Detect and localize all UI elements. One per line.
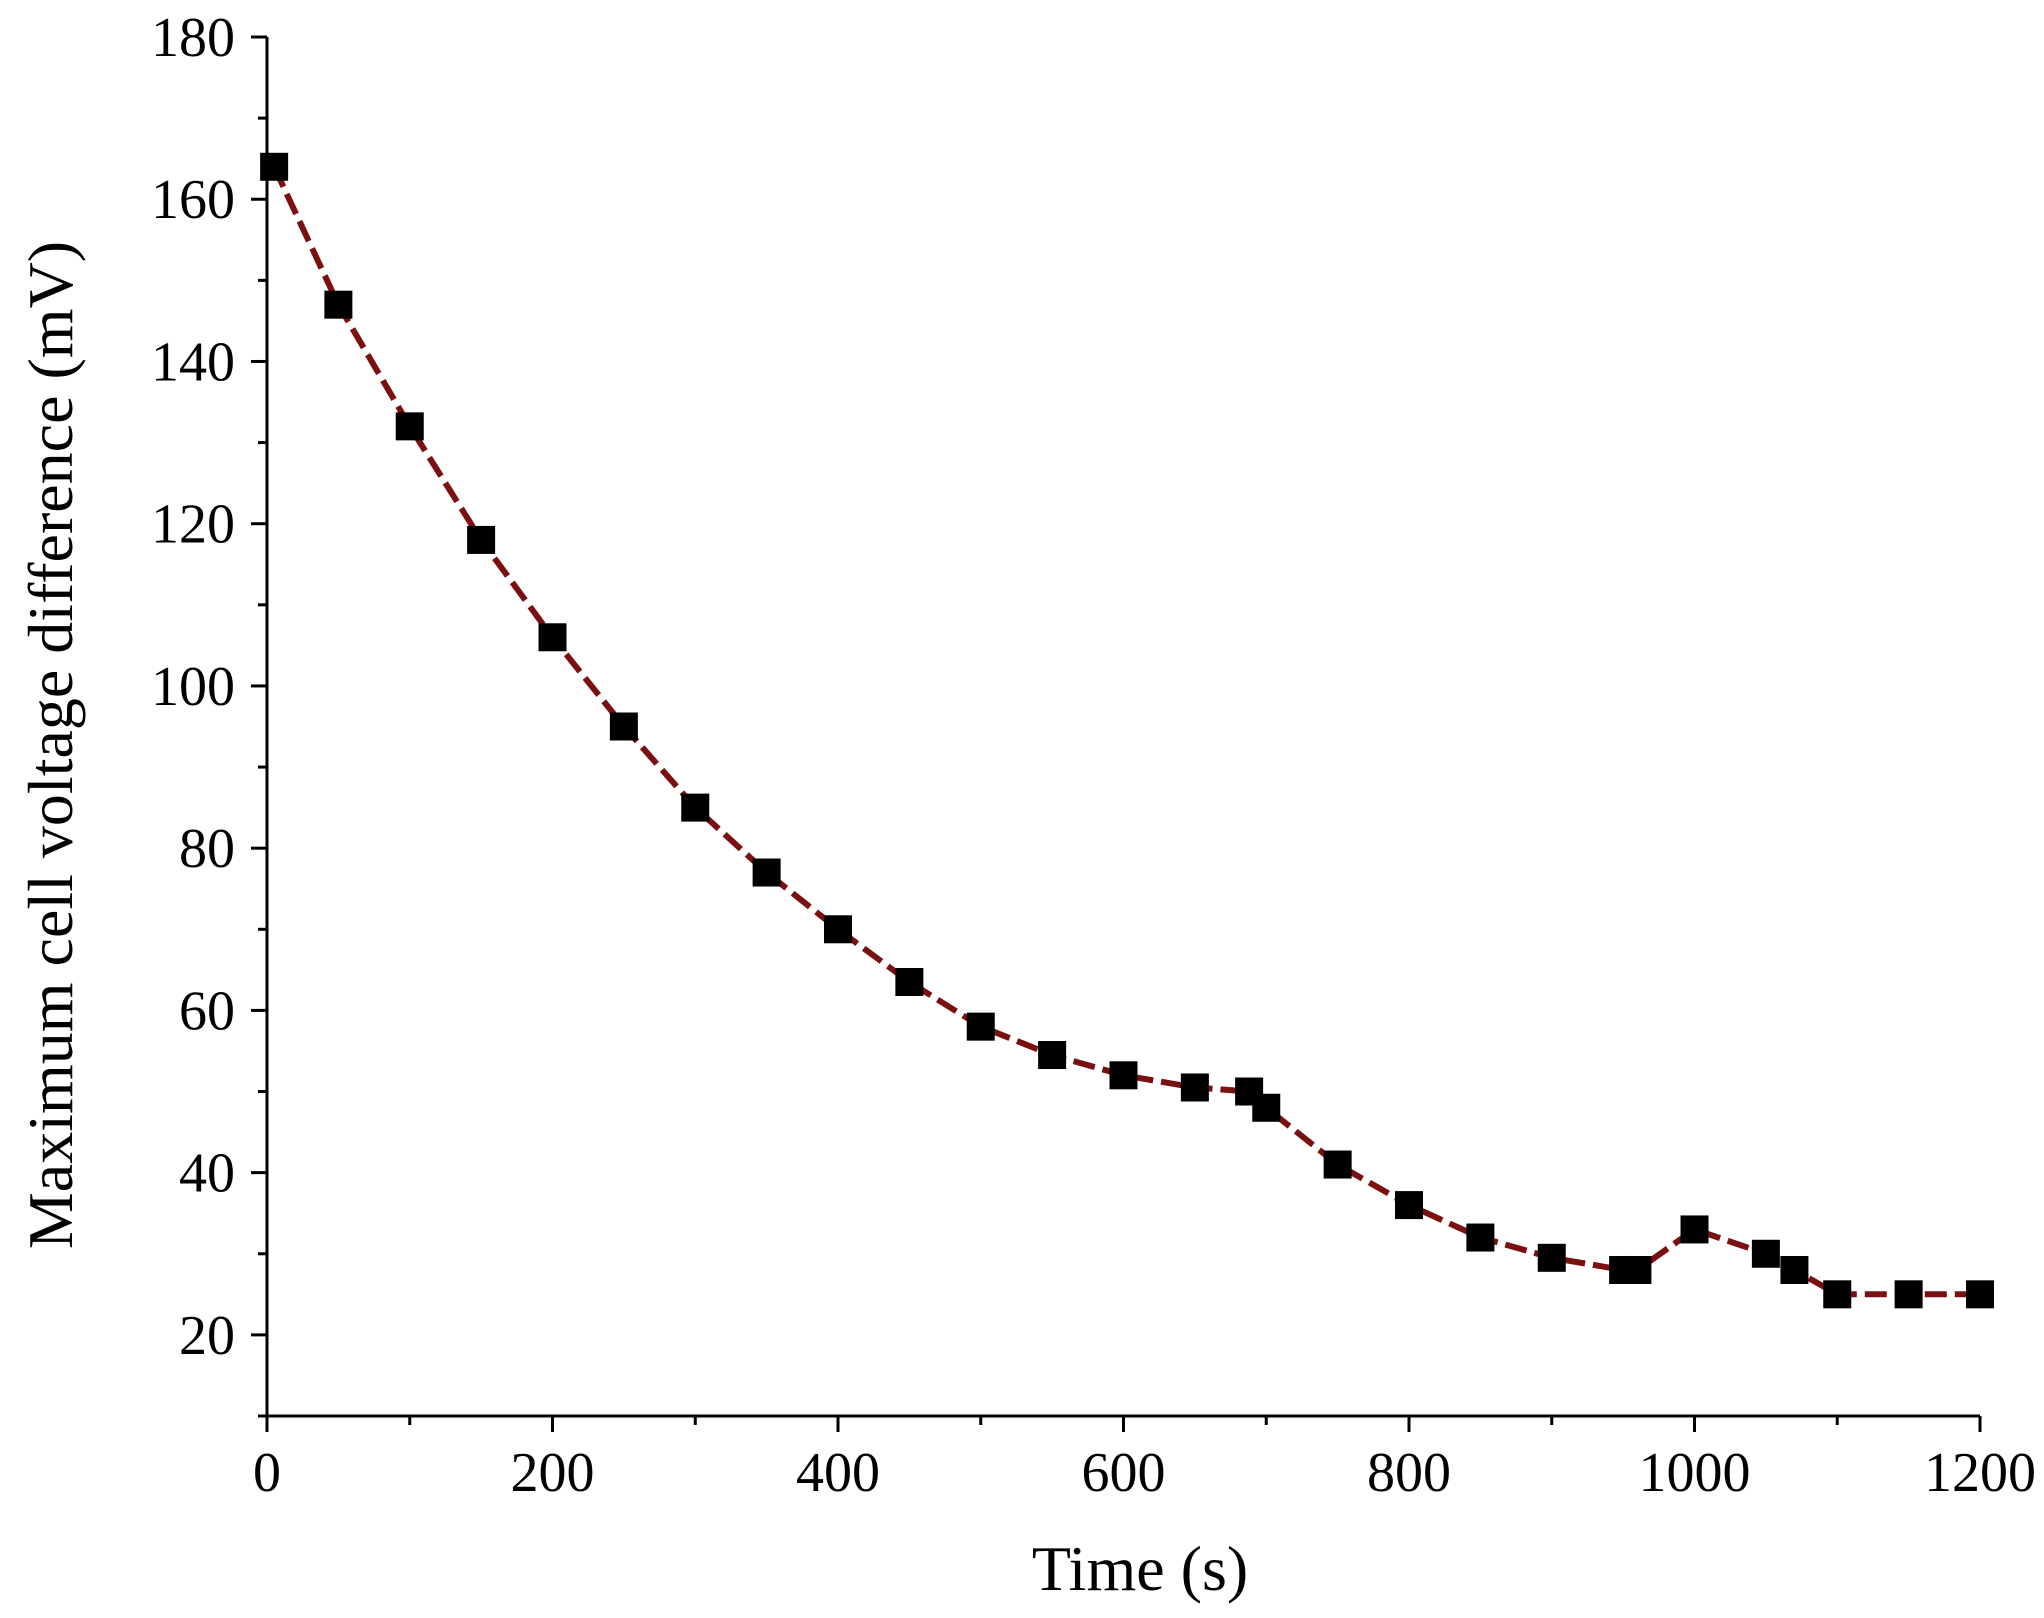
- data-point: [1623, 1255, 1652, 1284]
- data-point: [752, 858, 781, 887]
- y-tick-label: 80: [179, 818, 235, 880]
- data-point: [895, 968, 924, 997]
- x-tick-label: 1000: [1639, 1442, 1751, 1504]
- data-point: [966, 1012, 995, 1041]
- y-axis-title: Maximum cell voltage difference (mV): [15, 241, 86, 1249]
- data-point: [1966, 1280, 1994, 1309]
- y-tick-label: 40: [179, 1143, 235, 1205]
- data-point: [609, 712, 638, 741]
- data-point: [1109, 1061, 1138, 1090]
- data-point: [1751, 1239, 1780, 1268]
- series-layer: [260, 152, 1994, 1309]
- data-point: [1466, 1223, 1495, 1252]
- data-point: [1537, 1243, 1566, 1272]
- data-point: [824, 915, 852, 944]
- x-tick-label: 0: [253, 1442, 281, 1504]
- data-point: [395, 412, 424, 441]
- axes: [265, 37, 1980, 1418]
- y-tick-label: 140: [151, 331, 235, 393]
- data-point: [1323, 1150, 1352, 1179]
- data-point: [1780, 1255, 1809, 1284]
- y-tick-label: 160: [151, 169, 235, 231]
- data-point: [1894, 1280, 1923, 1309]
- data-point: [324, 290, 353, 319]
- data-point: [260, 152, 289, 181]
- data-point: [681, 793, 710, 822]
- data-point: [1180, 1073, 1209, 1102]
- y-tick-label: 120: [151, 494, 235, 556]
- data-point: [1823, 1280, 1852, 1309]
- ticks: 0 200 400 600 800 1000 1200 20 40 60 80 100 120 140 16…: [151, 7, 2036, 1504]
- y-tick-label: 180: [151, 7, 235, 69]
- x-tick-label: 800: [1367, 1442, 1451, 1504]
- data-point: [1680, 1215, 1709, 1244]
- x-axis-title: Time (s): [1032, 1533, 1248, 1604]
- data-point: [467, 525, 496, 554]
- y-tick-label: 20: [179, 1305, 235, 1367]
- data-point: [1252, 1093, 1281, 1122]
- data-point: [1038, 1041, 1067, 1070]
- x-tick-label: 1200: [1924, 1442, 2036, 1504]
- data-point: [538, 623, 567, 652]
- x-tick-label: 400: [796, 1442, 880, 1504]
- x-tick-label: 600: [1082, 1442, 1166, 1504]
- x-tick-label: 200: [511, 1442, 595, 1504]
- y-tick-label: 100: [151, 656, 235, 718]
- series-line: [271, 165, 1980, 1298]
- y-tick-label: 60: [179, 980, 235, 1042]
- data-point: [1395, 1191, 1423, 1220]
